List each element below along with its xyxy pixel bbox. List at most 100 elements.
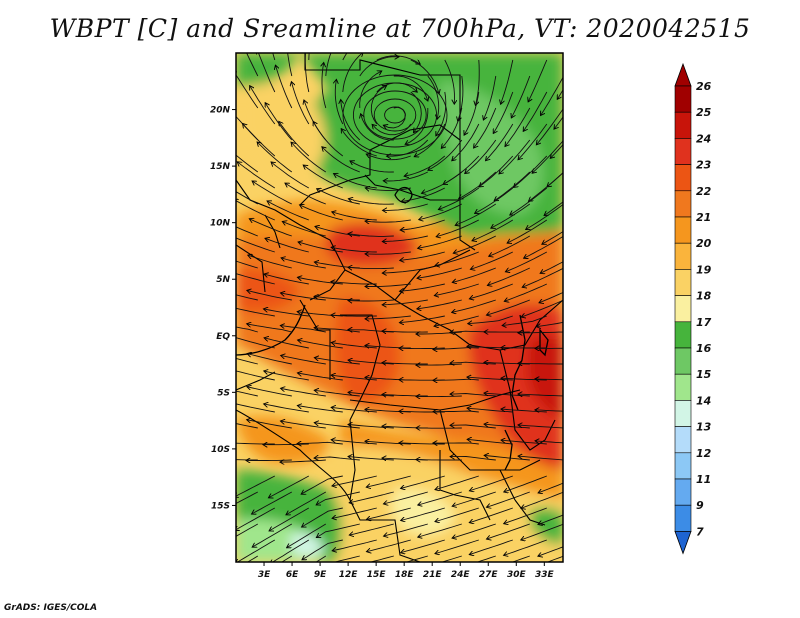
colorbar-swatch [674, 242, 692, 270]
streamline [453, 491, 496, 506]
streamline [323, 147, 360, 173]
streamline [236, 423, 258, 429]
streamline [272, 163, 310, 189]
streamline [270, 539, 310, 562]
streamline [265, 338, 309, 349]
colorbar-label: 13 [696, 421, 712, 434]
colorbar-label: 16 [696, 342, 712, 355]
streamline [252, 491, 293, 514]
streamline [236, 273, 275, 285]
streamline [454, 235, 496, 253]
streamline [236, 357, 258, 365]
colorbar-swatch [674, 164, 692, 192]
streamline [514, 155, 548, 187]
streamline [402, 507, 445, 520]
streamline [422, 171, 463, 193]
streamline [250, 219, 292, 237]
streamline [298, 373, 343, 381]
streamline [418, 299, 462, 309]
streamline [537, 321, 563, 327]
x-tick-label: 15E [367, 570, 387, 580]
streamline [282, 356, 326, 365]
colorbar-swatch [674, 85, 692, 113]
streamline [543, 231, 563, 244]
streamline [505, 507, 547, 523]
streamline [439, 187, 480, 209]
streamline [349, 199, 394, 205]
streamline [494, 91, 514, 133]
streamline [246, 555, 259, 562]
streamline [383, 267, 428, 273]
streamline [522, 299, 563, 317]
streamline [366, 283, 411, 287]
streamline [322, 63, 327, 109]
streamline [485, 455, 530, 461]
x-tick-label: 21E [423, 570, 443, 580]
y-tick-label: 20N [210, 106, 231, 116]
streamline [400, 283, 445, 291]
streamline [456, 203, 497, 225]
streamline [526, 204, 563, 229]
streamline [292, 83, 310, 125]
streamline [508, 219, 548, 243]
colorbar-bottom-triangle [674, 531, 692, 555]
streamline [300, 205, 343, 221]
streamline [281, 389, 326, 397]
streamline [298, 340, 343, 349]
streamline [522, 523, 563, 540]
shade-orange-band [236, 211, 563, 463]
streamline [335, 80, 344, 125]
streamline [474, 107, 497, 147]
colorbar-swatch [674, 216, 692, 244]
streamline [470, 539, 513, 554]
streamline [469, 315, 513, 324]
map-frame [235, 52, 564, 563]
streamline [465, 139, 497, 173]
map-panel [236, 53, 563, 562]
streamline [434, 411, 479, 412]
cyclone-streamline [363, 90, 427, 140]
streamline [511, 187, 548, 215]
streamline [248, 387, 292, 397]
streamline [471, 251, 513, 269]
streamline [545, 201, 563, 215]
streamline [501, 59, 514, 103]
streamline [236, 523, 259, 537]
colorbar-top-triangle [674, 62, 692, 87]
streamline [250, 86, 276, 125]
cyclone-streamline [342, 74, 448, 156]
streamline [384, 491, 428, 504]
streamline [540, 291, 563, 303]
streamline [519, 332, 563, 333]
streamline [453, 523, 496, 538]
streamline [529, 172, 563, 201]
streamline [505, 475, 547, 492]
streamline [444, 59, 455, 103]
cyclone-streamline [352, 82, 438, 148]
streamline [236, 370, 275, 381]
streamline [468, 439, 513, 445]
streamline [350, 491, 394, 503]
streamline [279, 122, 310, 157]
streamline [500, 139, 531, 173]
streamline [302, 507, 343, 527]
streamline [418, 267, 462, 278]
streamline [287, 53, 293, 77]
shade-yellow-nw [241, 84, 326, 190]
streamline [258, 53, 276, 93]
streamline [315, 555, 327, 562]
colorbar-label: 17 [696, 316, 712, 329]
streamline [236, 491, 259, 505]
streamline [236, 337, 275, 349]
streamline [236, 191, 259, 205]
streamline [523, 267, 563, 287]
streamline [314, 122, 344, 157]
streamline [492, 203, 531, 228]
colorbar-swatch [674, 504, 692, 532]
y-tick-label: EQ [216, 332, 230, 342]
streamline [286, 184, 326, 205]
y-axis: 20N 15N 10N 5N EQ 5S 10S 15S [210, 106, 236, 511]
streamline [258, 143, 293, 173]
colorbar-label: 26 [696, 80, 712, 93]
